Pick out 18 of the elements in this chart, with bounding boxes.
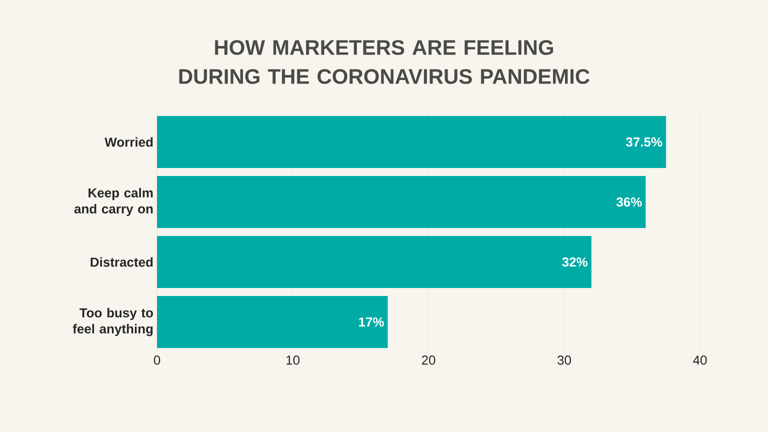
data-label: 32% (562, 257, 588, 267)
x-tick-label: 40 (693, 356, 707, 365)
bar (157, 236, 592, 288)
x-tick-label: 10 (286, 356, 300, 365)
x-tick-label: 0 (154, 356, 160, 365)
data-label: 37.5% (626, 137, 662, 147)
bar (157, 176, 646, 228)
y-tick-label: Too busy to feel anything (72, 308, 153, 336)
bar (157, 296, 388, 348)
y-tick-label: Distracted (90, 257, 153, 267)
chart-title: HOW MARKETERS ARE FEELING DURING THE CORONAVIRUS PANDEMIC (179, 40, 590, 84)
x-tick-label: 20 (422, 356, 436, 365)
data-label: 36% (616, 197, 642, 207)
data-label: 17% (359, 317, 384, 327)
x-tick-label: 30 (558, 356, 571, 365)
bar (157, 116, 666, 168)
y-tick-label: Keep calm and carry on (74, 188, 153, 216)
y-tick-label: Worried (104, 137, 153, 147)
